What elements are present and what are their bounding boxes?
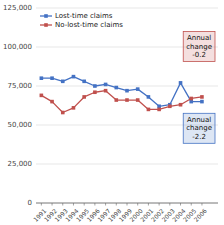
annotation-text: Annualchange-2.2	[186, 116, 212, 141]
x-tick	[41, 203, 42, 206]
x-tick	[191, 203, 192, 206]
plot-data	[40, 75, 204, 114]
point	[200, 100, 204, 104]
point	[157, 108, 161, 112]
y-tick-label: 75,000	[8, 82, 33, 90]
x-tick	[180, 203, 181, 206]
point	[189, 100, 193, 104]
point	[50, 100, 54, 104]
annotation: Annualchange-0.2	[183, 31, 215, 61]
point	[40, 94, 44, 98]
grid-line	[36, 8, 218, 9]
point	[61, 111, 65, 115]
annotation-box	[183, 113, 215, 143]
x-tick	[137, 203, 138, 206]
series-line	[41, 77, 202, 107]
point	[125, 98, 129, 102]
point	[104, 83, 108, 87]
grid-line	[36, 86, 218, 87]
legend-marker	[44, 23, 48, 27]
y-tick-label: 0	[28, 199, 32, 207]
annotation-line: -0.2	[192, 51, 206, 59]
y-grid	[36, 8, 218, 203]
annotation-text: Annualchange-0.2	[186, 34, 212, 59]
x-tick	[159, 203, 160, 206]
point	[72, 106, 76, 110]
legend-label: No-lost-time claims	[55, 21, 123, 29]
point	[179, 81, 183, 85]
legend-item: No-lost-time claims	[40, 21, 123, 29]
x-tick	[73, 203, 74, 206]
point	[147, 108, 151, 112]
point	[93, 90, 97, 94]
chart: 025,00050,00075,000100,000125,0001991199…	[0, 0, 224, 225]
point	[189, 97, 193, 101]
point	[147, 95, 151, 99]
series-line	[41, 91, 202, 113]
point	[61, 80, 65, 84]
point	[157, 104, 161, 108]
y-tick-label: 50,000	[8, 121, 33, 129]
point	[82, 80, 86, 84]
point	[82, 95, 86, 99]
annotation-box	[183, 31, 215, 61]
y-tick-label: 25,000	[8, 160, 33, 168]
point	[168, 104, 172, 108]
axes: 025,00050,00075,000100,000125,0001991199…	[3, 4, 218, 223]
x-tick	[148, 203, 149, 206]
point	[179, 103, 183, 107]
point	[136, 87, 140, 91]
x-tick	[127, 203, 128, 206]
point	[200, 95, 204, 99]
x-tick	[52, 203, 53, 206]
legend: Lost-time claimsNo-lost-time claims	[40, 12, 123, 29]
point	[114, 86, 118, 90]
legend-item: Lost-time claims	[40, 12, 113, 20]
legend-label: Lost-time claims	[55, 12, 113, 20]
point	[93, 84, 97, 88]
x-tick	[201, 203, 202, 206]
point	[50, 76, 54, 80]
x-tick	[105, 203, 106, 206]
annotation-line: -2.2	[192, 133, 206, 141]
annotation-line: change	[186, 43, 212, 51]
point	[104, 89, 108, 93]
x-tick	[116, 203, 117, 206]
point	[72, 75, 76, 79]
grid-line	[36, 164, 218, 165]
point	[114, 98, 118, 102]
annotation-line: Annual	[187, 116, 211, 124]
x-tick	[62, 203, 63, 206]
y-tick-label: 100,000	[3, 43, 32, 51]
y-tick-label: 125,000	[3, 4, 32, 12]
annotation: Annualchange-2.2	[183, 113, 215, 143]
point	[40, 76, 44, 80]
point	[125, 89, 129, 93]
annotation-line: change	[186, 124, 212, 132]
legend-marker	[44, 14, 48, 18]
x-tick	[84, 203, 85, 206]
x-tick-label: 2006	[192, 207, 208, 223]
x-tick	[169, 203, 170, 206]
point	[136, 98, 140, 102]
x-tick	[94, 203, 95, 206]
annotation-line: Annual	[187, 34, 211, 42]
